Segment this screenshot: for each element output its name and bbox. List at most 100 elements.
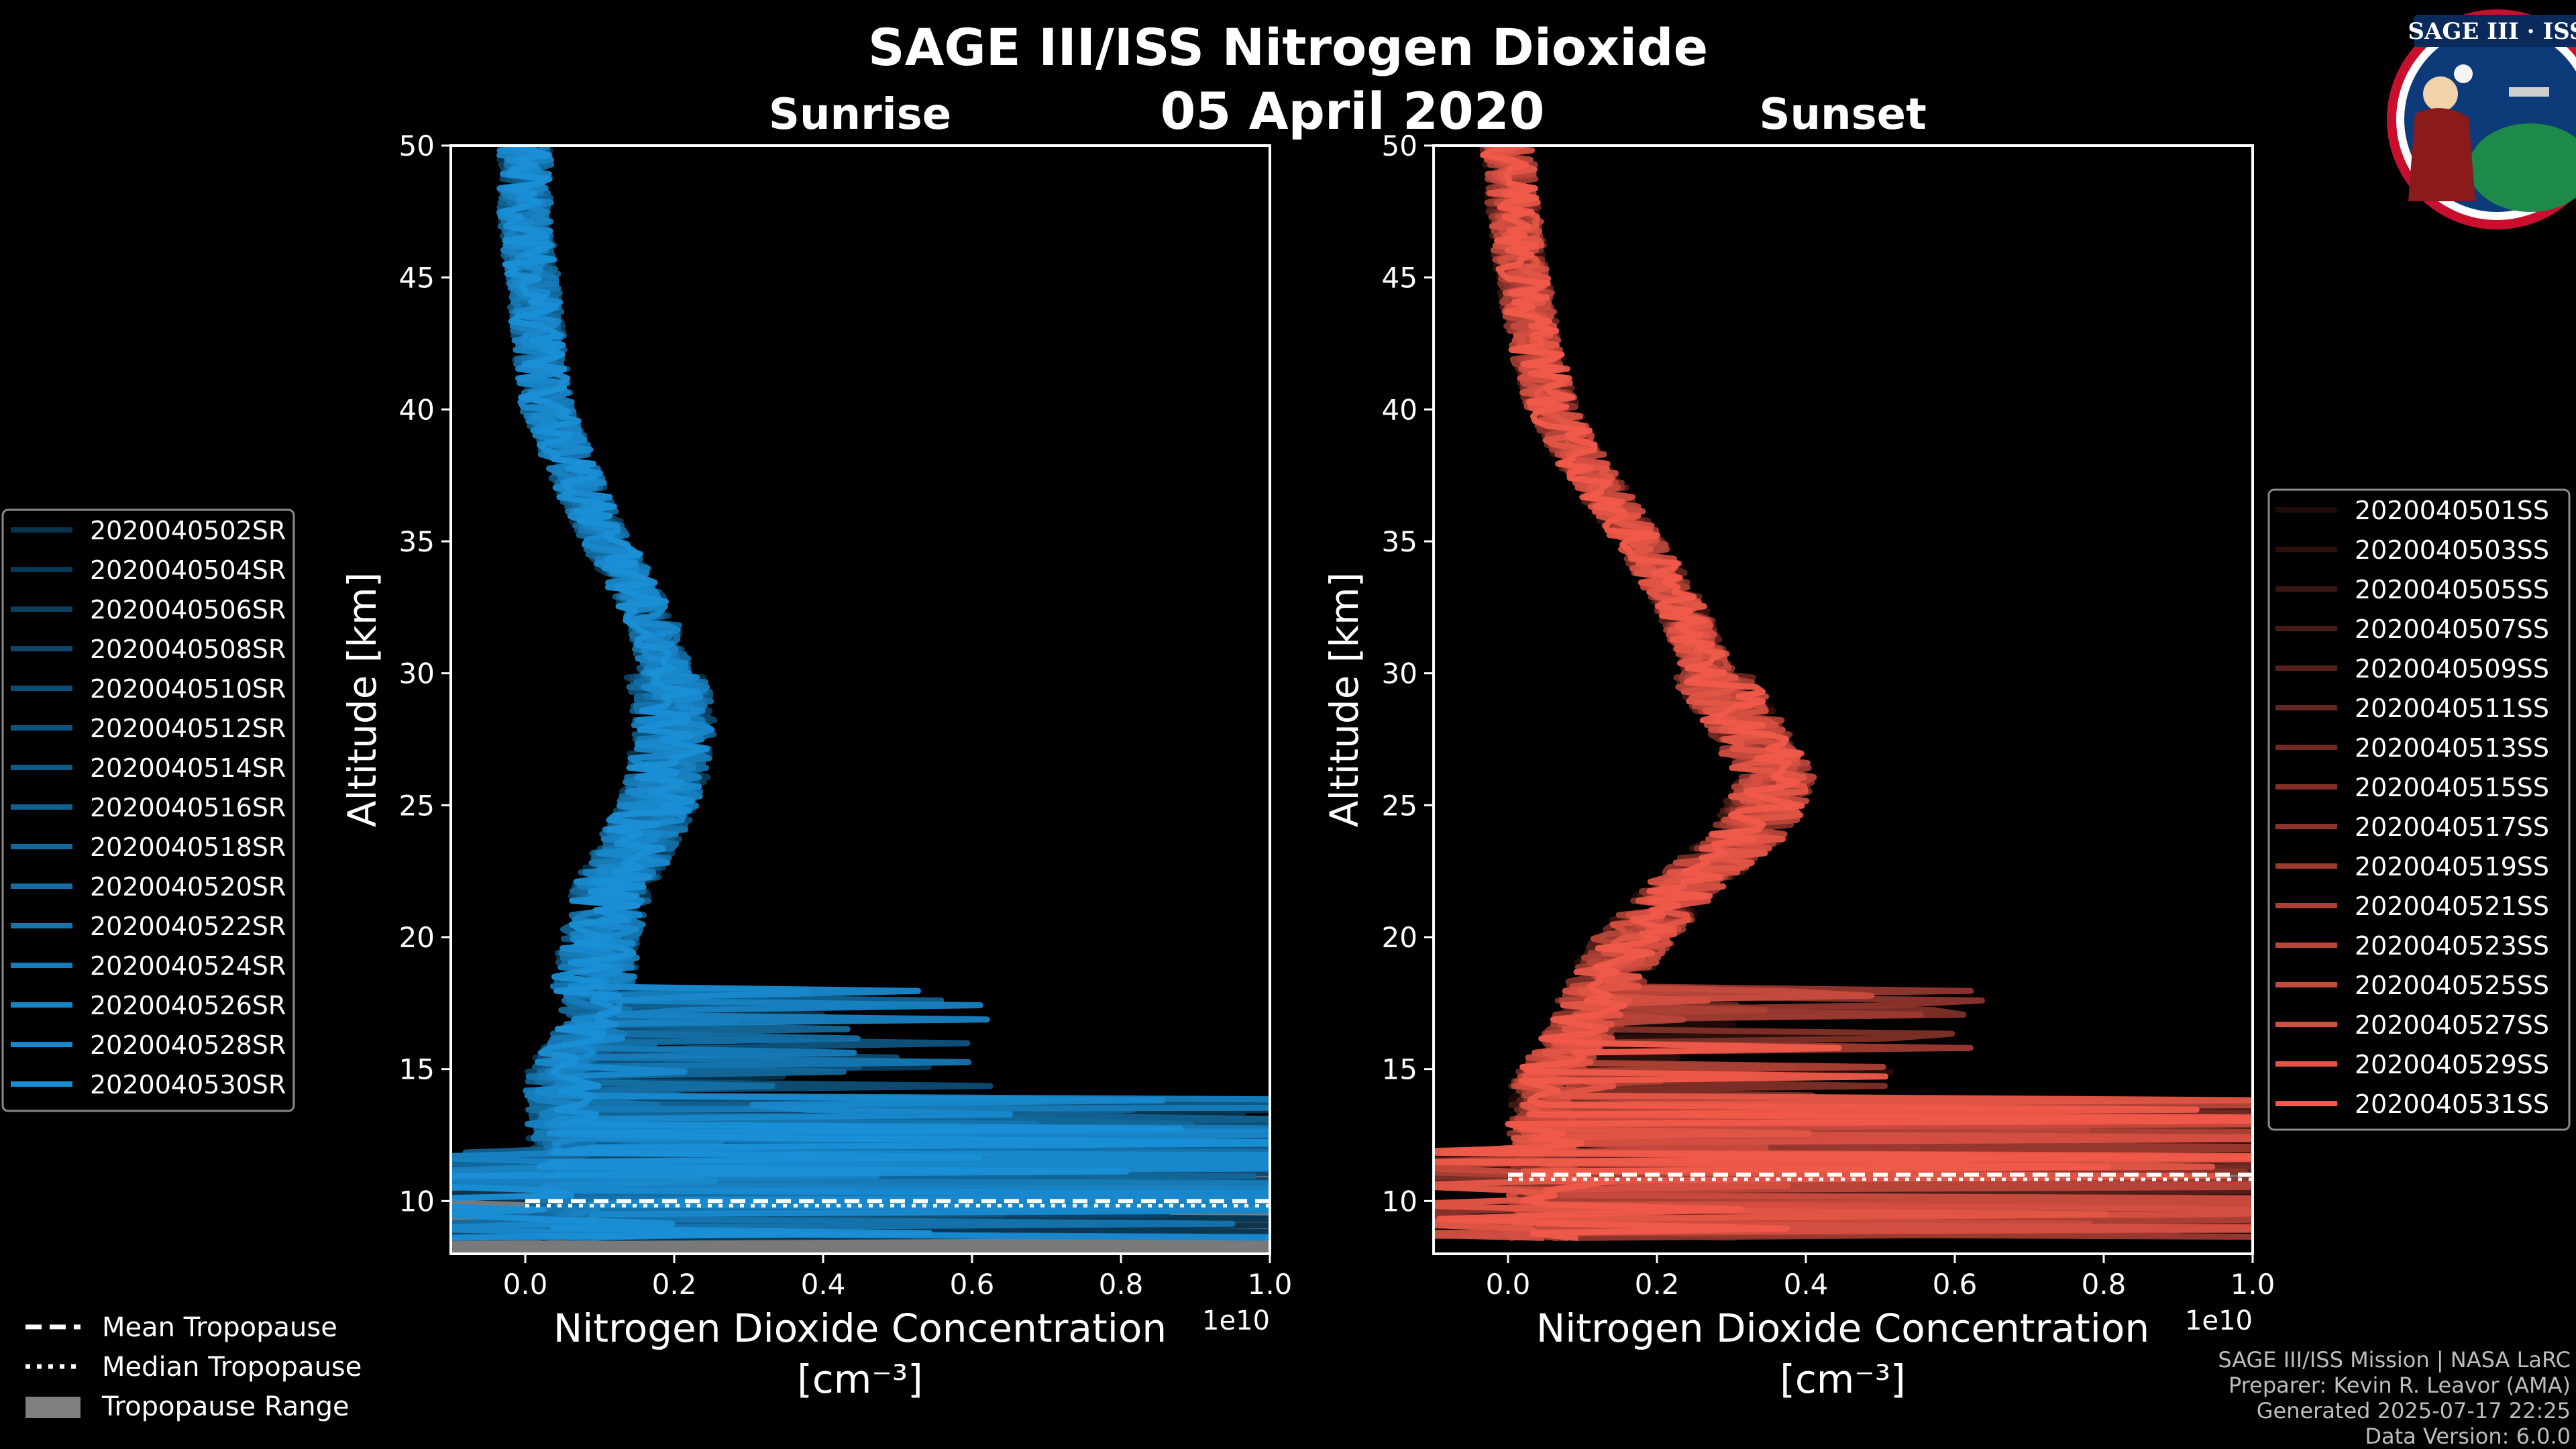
sunset-legend: 2020040501SS 2020040503SS 2020040505SS 2020… — [2267, 488, 2571, 1131]
sunrise-ytick-label: 30 — [399, 657, 435, 690]
sunrise-tropopause-lines — [525, 1199, 1270, 1208]
sunset-legend-item: 2020040517SS — [2355, 812, 2549, 842]
sunrise-legend-item: 2020040520SR — [90, 872, 286, 902]
sunrise-xtick-label: 1.0 — [1248, 1268, 1293, 1301]
tropopause-range-swatch — [25, 1397, 80, 1418]
sunset-axes-frame — [1432, 144, 2254, 1255]
sunset-legend-item: 2020040521SS — [2355, 892, 2549, 921]
sunrise-axes-frame — [449, 144, 1271, 1255]
tropopause-range-label: Tropopause Range — [101, 1391, 350, 1422]
sunrise-ytick-label: 20 — [399, 921, 435, 954]
sunrise-legend-item: 2020040502SR — [90, 516, 286, 545]
sunrise-legend-item: 2020040528SR — [90, 1030, 286, 1060]
sunrise-legend-item: 2020040514SR — [90, 753, 286, 783]
sunrise-legend-item: 2020040522SR — [90, 912, 286, 941]
logo-figure-head-icon — [2423, 76, 2458, 111]
sunrise-x-scale: 1e10 — [1202, 1305, 1270, 1336]
logo-earth-icon — [2469, 123, 2576, 212]
sunset-legend-item: 2020040505SS — [2355, 575, 2549, 604]
sunset-legend-item: 2020040501SS — [2355, 496, 2549, 525]
logo-banner — [2414, 15, 2576, 47]
sunset-legend-item: 2020040515SS — [2355, 773, 2549, 802]
sunset-legend-item: 2020040507SS — [2355, 614, 2549, 644]
sunset-ytick-label: 45 — [1382, 262, 1417, 294]
sunset-xlabel: Nitrogen Dioxide Concentration — [1536, 1305, 2149, 1351]
footer-mission: SAGE III/ISS Mission | NASA LaRC — [2218, 1347, 2571, 1373]
sunset-ytick-label: 25 — [1382, 789, 1417, 822]
sunrise-ylabel: Altitude [km] — [339, 572, 385, 827]
sunrise-legend-item: 2020040518SR — [90, 833, 286, 862]
mission-logo: SAGE III · ISS — [2387, 9, 2576, 229]
sunrise-legend-item: 2020040506SR — [90, 595, 286, 625]
sunrise-ytick-label: 35 — [399, 525, 435, 558]
logo-station-icon — [2509, 87, 2549, 97]
sunrise-ytick-label: 40 — [399, 393, 435, 426]
median-tropopause-label: Median Tropopause — [102, 1352, 362, 1383]
sunrise-panel: 10 15 20 25 30 35 40 45 50 0.0 0.2 0.4 0.6 0.8 1.0 1e1… — [339, 129, 1293, 1402]
footer-generated: Generated 2025-07-17 22:25 — [2257, 1398, 2571, 1424]
sunrise-legend-item: 2020040510SR — [90, 674, 286, 704]
sunset-legend-item: 2020040523SS — [2355, 931, 2549, 961]
figure-date: 05 April 2020 — [1160, 81, 1544, 141]
sunset-title: Sunset — [1759, 90, 1926, 140]
sunset-ytick-label: 50 — [1382, 129, 1417, 162]
sunrise-legend: 2020040502SR 2020040504SR 2020040506SR 2020… — [1, 508, 295, 1112]
sunrise-legend-item: 2020040524SR — [90, 951, 286, 981]
sunrise-xtick-label: 0.4 — [801, 1268, 846, 1301]
sunrise-xtick-label: 0.0 — [503, 1268, 548, 1301]
sunrise-legend-item: 2020040512SR — [90, 714, 286, 743]
sunrise-xunit: [cm⁻³] — [797, 1356, 923, 1402]
sunrise-ytick-label: 15 — [399, 1053, 435, 1086]
sunrise-legend-item: 2020040508SR — [90, 635, 286, 664]
sunset-ytick-label: 20 — [1382, 921, 1417, 954]
sunset-x-scale: 1e10 — [2185, 1305, 2253, 1336]
sunset-legend-item: 2020040511SS — [2355, 694, 2549, 723]
sunset-legend-frame — [2267, 488, 2571, 1131]
sunset-tropopause-lines — [1508, 1173, 2253, 1181]
sunrise-ytick-label: 10 — [399, 1185, 435, 1218]
sunset-profiles — [1434, 146, 2253, 1241]
sunset-legend-item: 2020040527SS — [2355, 1010, 2549, 1040]
sunset-ytick-label: 10 — [1382, 1185, 1417, 1218]
sunrise-legend-item: 2020040516SR — [90, 793, 286, 822]
sunset-ticks: 10 15 20 25 30 35 40 45 50 0.0 0.2 0.4 0.6 0.8 1.0 — [1382, 129, 2275, 1301]
sunset-legend-item: 2020040509SS — [2355, 654, 2549, 684]
logo-text: SAGE III · ISS — [2408, 18, 2576, 45]
sunset-xunit: [cm⁻³] — [1780, 1356, 1906, 1402]
sunset-legend-item: 2020040529SS — [2355, 1050, 2549, 1079]
sunset-legend-item: 2020040503SS — [2355, 535, 2549, 565]
sunset-ylabel: Altitude [km] — [1322, 572, 1367, 827]
sunrise-profiles — [451, 146, 1270, 1241]
sunrise-xtick-label: 0.8 — [1099, 1268, 1144, 1301]
footer: SAGE III/ISS Mission | NASA LaRC Prepare… — [2218, 1347, 2571, 1449]
sunrise-ytick-label: 25 — [399, 789, 435, 822]
sunset-ytick-label: 30 — [1382, 657, 1417, 690]
footer-version: Data Version: 6.0.0 — [2365, 1424, 2571, 1449]
sunset-legend-item: 2020040531SS — [2355, 1089, 2549, 1119]
sunset-ytick-label: 15 — [1382, 1053, 1417, 1086]
sunset-legend-item: 2020040513SS — [2355, 733, 2549, 763]
sunrise-profile-2020040530SR — [451, 146, 1270, 1241]
sunset-legend-item: 2020040519SS — [2355, 852, 2549, 881]
sunset-xtick-label: 0.0 — [1486, 1268, 1531, 1301]
sunrise-legend-item: 2020040504SR — [90, 555, 286, 585]
sunrise-legend-item: 2020040526SR — [90, 991, 286, 1020]
sunrise-ytick-label: 50 — [399, 129, 435, 162]
sunset-legend-item: 2020040525SS — [2355, 971, 2549, 1000]
footer-preparer: Preparer: Kevin R. Leavor (AMA) — [2229, 1373, 2571, 1398]
logo-moon-icon — [2454, 64, 2473, 83]
figure-title: SAGE III/ISS Nitrogen Dioxide — [868, 17, 1708, 77]
sunrise-ticks: 10 15 20 25 30 35 40 45 50 0.0 0.2 0.4 0.6 0.8 1.0 — [399, 129, 1293, 1301]
sunset-xtick-label: 0.8 — [2082, 1268, 2127, 1301]
sunrise-xtick-label: 0.2 — [652, 1268, 697, 1301]
sunset-ytick-label: 35 — [1382, 525, 1417, 558]
tropopause-legend: Mean Tropopause Median Tropopause Tropop… — [25, 1312, 362, 1422]
logo-figure-robe-icon — [2408, 108, 2475, 201]
sunrise-ytick-label: 45 — [399, 262, 435, 294]
mean-tropopause-label: Mean Tropopause — [102, 1312, 337, 1343]
sunset-profile-2020040531SS — [1434, 146, 2253, 1241]
sunrise-xtick-label: 0.6 — [950, 1268, 995, 1301]
sunset-xtick-label: 0.4 — [1784, 1268, 1829, 1301]
sunset-xtick-label: 1.0 — [2231, 1268, 2275, 1301]
